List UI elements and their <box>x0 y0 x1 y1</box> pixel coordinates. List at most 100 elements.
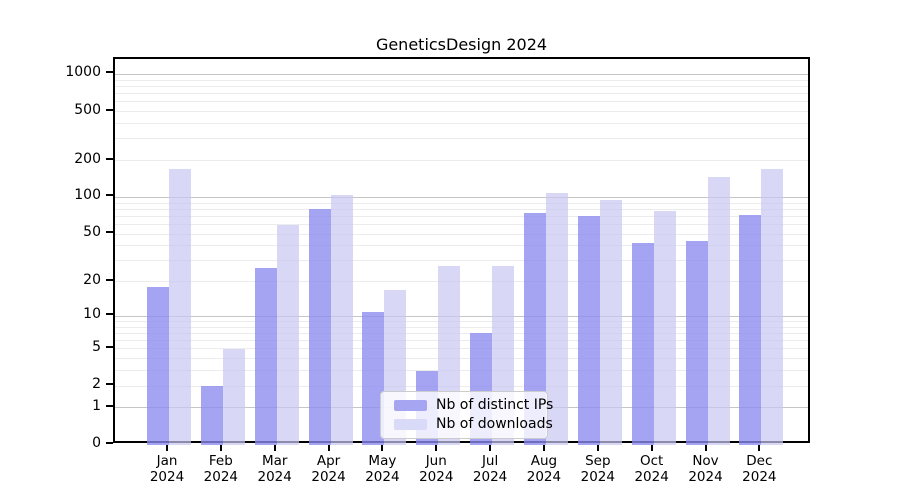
bar-downloads-aug <box>545 193 568 445</box>
x-tick-label: Dec 2024 <box>731 453 787 485</box>
x-tick-mark <box>542 445 545 451</box>
legend-label-distinct-ips: Nb of distinct IPs <box>436 397 554 413</box>
x-tick-label: Jul 2024 <box>462 453 518 485</box>
x-tick-mark <box>596 445 599 451</box>
x-tick-year: 2024 <box>688 469 723 485</box>
x-tick-mark <box>489 445 492 451</box>
y-tick-label: 0 <box>92 435 101 451</box>
gridline-minor <box>115 224 808 225</box>
bar-ips-dec <box>739 214 762 445</box>
x-tick-year: 2024 <box>203 469 239 485</box>
x-tick-year: 2024 <box>526 469 562 485</box>
x-tick-mark <box>219 445 222 451</box>
plot-area <box>113 57 810 445</box>
y-tick-mark <box>106 345 113 348</box>
x-tick-year: 2024 <box>365 469 400 485</box>
bar-ips-aug <box>523 212 546 445</box>
gridline-minor <box>115 202 808 204</box>
x-tick-month: Apr <box>316 453 341 469</box>
x-tick-year: 2024 <box>634 469 669 485</box>
gridline-minor <box>115 245 808 247</box>
gridline-minor <box>115 79 808 81</box>
x-tick-month: Jan <box>156 453 178 469</box>
bar-ips-feb <box>200 386 223 445</box>
bar-downloads-sep <box>599 200 622 445</box>
x-tick-mark <box>327 445 330 451</box>
gridline-minor <box>115 160 808 162</box>
bar-ips-nov <box>685 240 708 445</box>
x-tick-month: Jul <box>481 453 499 469</box>
y-tick-mark <box>106 157 113 160</box>
gridline-minor <box>115 321 808 322</box>
y-tick-label: 500 <box>74 101 101 118</box>
gridline-minor <box>115 111 808 113</box>
legend-item-downloads: Nb of downloads <box>394 416 553 433</box>
gridline-minor <box>115 93 808 95</box>
x-tick-year: 2024 <box>472 469 508 485</box>
gridline-minor <box>115 332 808 334</box>
x-tick-label: Sep 2024 <box>570 453 626 485</box>
x-tick-label: Apr 2024 <box>301 453 357 485</box>
x-tick-label: Jan 2024 <box>139 453 195 485</box>
x-tick-month: Feb <box>208 453 233 469</box>
x-tick-month: Sep <box>585 453 611 469</box>
bar-ips-mar <box>254 268 277 445</box>
chart-title: GeneticsDesign 2024 <box>375 35 548 54</box>
y-tick-label: 200 <box>74 150 101 167</box>
bar-downloads-oct <box>653 210 676 445</box>
gridline-major <box>115 196 808 198</box>
x-tick-label: Oct 2024 <box>624 453 680 485</box>
y-tick-label: 20 <box>83 271 101 288</box>
gridline-minor <box>115 281 808 283</box>
bar-ips-may <box>362 311 385 445</box>
gridline-minor <box>115 358 808 360</box>
legend: Nb of distinct IPs Nb of downloads <box>380 391 553 439</box>
legend-swatch-downloads <box>394 419 427 430</box>
gridline-minor <box>115 370 808 372</box>
bar-downloads-apr <box>330 195 353 445</box>
x-tick-label: May 2024 <box>354 453 410 485</box>
x-tick-mark <box>435 445 438 451</box>
y-tick-label: 1000 <box>65 64 101 81</box>
gridline-minor <box>115 385 808 387</box>
x-tick-month: Aug <box>530 453 558 469</box>
x-tick-mark <box>166 445 168 451</box>
y-tick-label: 100 <box>74 187 101 204</box>
bar-downloads-mar <box>276 224 299 445</box>
gridline-minor <box>115 208 808 210</box>
bar-downloads-jan <box>169 168 191 445</box>
gridline-major <box>115 315 808 317</box>
x-tick-month: Jun <box>425 453 447 469</box>
y-tick-mark <box>106 71 113 74</box>
x-tick-year: 2024 <box>257 469 292 485</box>
x-tick-mark <box>273 445 276 451</box>
x-tick-mark <box>704 445 707 451</box>
gridline-minor <box>115 101 808 103</box>
gridline-minor <box>115 326 808 328</box>
y-tick-mark <box>106 194 113 197</box>
bar-ips-apr <box>308 209 331 445</box>
legend-label-downloads: Nb of downloads <box>436 416 553 432</box>
x-tick-label: Mar 2024 <box>247 453 303 485</box>
x-tick-year: 2024 <box>311 469 346 485</box>
x-tick-year: 2024 <box>580 469 615 485</box>
x-tick-month: Oct <box>639 453 664 469</box>
x-tick-month: May <box>368 453 397 469</box>
y-tick-label: 10 <box>83 306 101 323</box>
y-tick-mark <box>106 313 113 316</box>
x-tick-month: Mar <box>261 453 288 469</box>
x-tick-label: Jun 2024 <box>408 453 464 485</box>
x-tick-mark <box>758 445 761 451</box>
y-tick-mark <box>106 404 113 407</box>
bar-ips-jan <box>147 287 169 445</box>
gridline-minor <box>115 348 808 350</box>
y-tick-label: 2 <box>92 376 101 393</box>
gridline-minor <box>115 233 808 235</box>
bar-ips-sep <box>577 216 600 445</box>
y-tick-mark <box>106 383 113 386</box>
x-tick-label: Feb 2024 <box>193 453 249 485</box>
gridline-minor <box>115 138 808 140</box>
x-tick-mark <box>381 445 384 451</box>
x-tick-mark <box>650 445 653 451</box>
